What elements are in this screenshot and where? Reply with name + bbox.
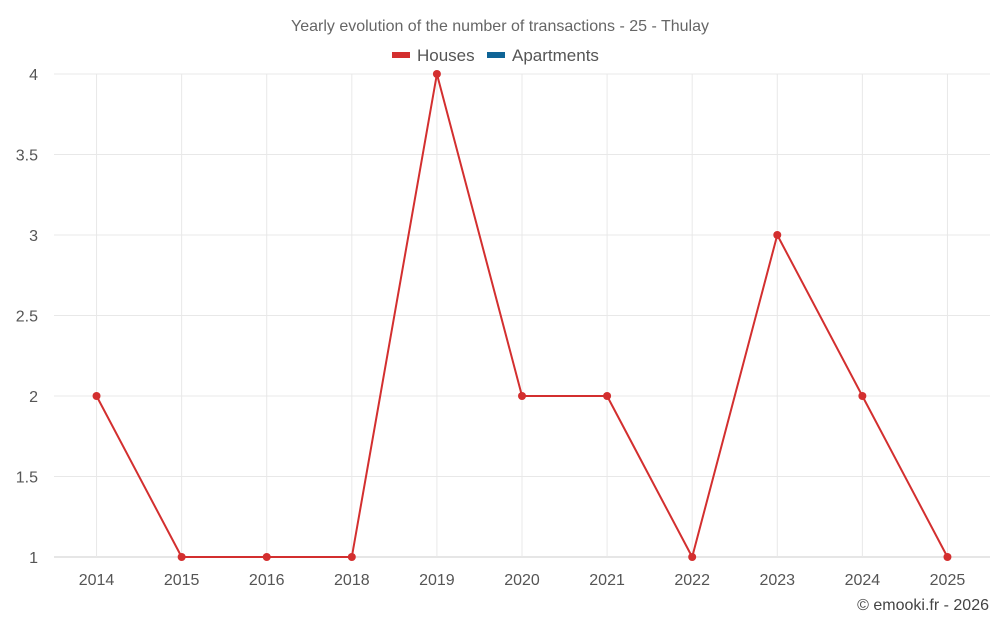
y-tick-label: 1.5 — [16, 470, 38, 487]
y-tick-label: 3.5 — [16, 148, 38, 165]
credit-text: © emooki.fr - 2026 — [857, 597, 989, 614]
x-tick-label: 2021 — [589, 572, 625, 589]
legend: Houses Apartments — [392, 46, 599, 65]
data-point[interactable] — [432, 70, 441, 78]
y-tick-label: 1 — [29, 550, 38, 567]
grid — [54, 73, 990, 558]
x-tick-label: 2023 — [759, 572, 795, 589]
legend-item-houses[interactable]: Houses — [392, 46, 475, 65]
x-axis-ticks: 2014 2015 2016 2018 2019 2020 2021 2022 2023 2024… — [79, 572, 966, 589]
data-point[interactable] — [603, 392, 612, 400]
data-point[interactable] — [262, 553, 271, 561]
x-tick-label: 2024 — [845, 572, 881, 589]
y-tick-label: 3 — [29, 228, 38, 245]
x-tick-label: 2025 — [930, 572, 966, 589]
legend-label-houses: Houses — [417, 46, 475, 65]
y-axis-ticks: 1 1.5 2 2.5 3 3.5 4 — [16, 67, 38, 567]
y-tick-label: 4 — [29, 67, 38, 84]
x-tick-label: 2014 — [79, 572, 115, 589]
data-point[interactable] — [943, 553, 952, 561]
data-point[interactable] — [177, 553, 186, 561]
x-tick-label: 2018 — [334, 572, 370, 589]
legend-swatch-apartments — [487, 52, 505, 58]
data-point[interactable] — [92, 392, 101, 400]
legend-label-apartments: Apartments — [512, 46, 599, 65]
legend-swatch-houses — [392, 52, 410, 58]
chart-title: Yearly evolution of the number of transa… — [291, 18, 709, 35]
data-point[interactable] — [347, 553, 356, 561]
legend-item-apartments[interactable]: Apartments — [487, 46, 599, 65]
x-tick-label: 2015 — [164, 572, 200, 589]
data-point[interactable] — [773, 231, 782, 239]
data-point[interactable] — [518, 392, 526, 400]
x-tick-label: 2020 — [504, 572, 540, 589]
x-tick-label: 2016 — [249, 572, 285, 589]
y-tick-label: 2.5 — [16, 309, 38, 326]
y-tick-label: 2 — [29, 389, 38, 406]
series-houses — [92, 70, 952, 561]
x-tick-label: 2019 — [419, 572, 455, 589]
data-point[interactable] — [688, 553, 697, 561]
x-tick-label: 2022 — [674, 572, 710, 589]
data-point[interactable] — [858, 392, 867, 400]
